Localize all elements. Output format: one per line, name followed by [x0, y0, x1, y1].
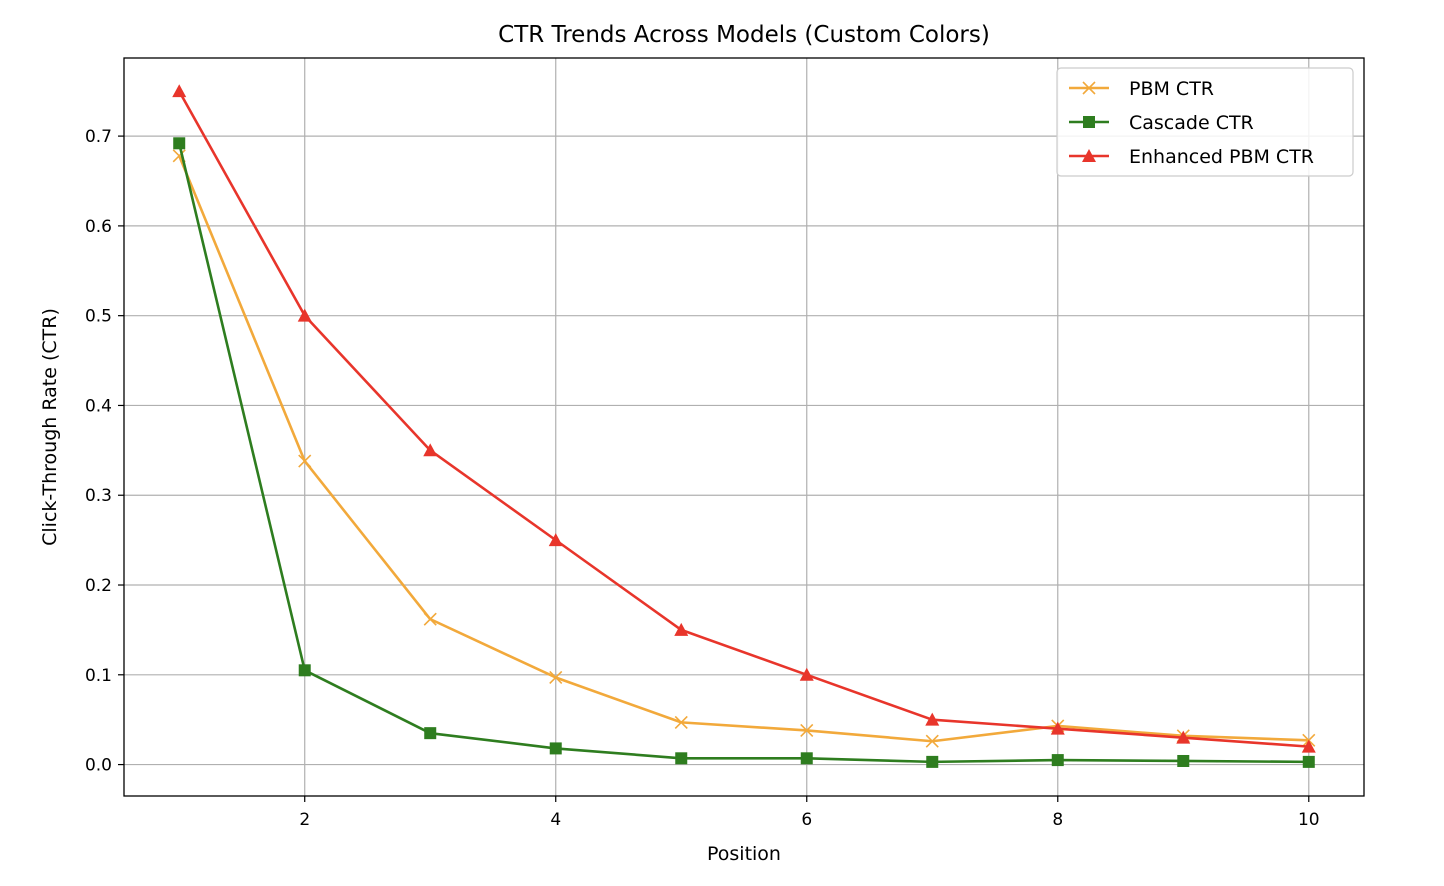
- y-tick-label: 0.5: [85, 307, 112, 327]
- y-tick-label: 0.3: [85, 486, 112, 506]
- data-point: [925, 712, 940, 726]
- legend-marker: [1082, 81, 1096, 95]
- data-point: [298, 664, 311, 677]
- series-line: [178, 90, 1309, 748]
- data-point: [1302, 755, 1315, 768]
- legend-label: Cascade CTR: [1129, 112, 1254, 134]
- plot-frame: [123, 57, 1365, 797]
- data-point: [675, 752, 688, 765]
- data-point: [423, 443, 438, 457]
- series-0: [172, 149, 1316, 748]
- data-point: [800, 752, 813, 765]
- data-point: [423, 612, 437, 626]
- legend-label: Enhanced PBM CTR: [1129, 146, 1314, 168]
- x-tick-label: 2: [299, 810, 310, 830]
- y-tick-label: 0.6: [85, 217, 112, 237]
- legend-marker: [1082, 149, 1096, 162]
- x-axis-title: Position: [707, 843, 781, 865]
- data-point: [1051, 754, 1064, 767]
- legend-label: PBM CTR: [1129, 78, 1214, 100]
- series-1: [173, 137, 1315, 768]
- data-point: [297, 308, 312, 322]
- y-tick-label: 0.0: [85, 756, 112, 776]
- data-point: [173, 137, 186, 150]
- y-tick-label: 0.4: [85, 396, 112, 416]
- y-tick-label: 0.7: [85, 127, 112, 147]
- legend-entry: PBM CTR: [1069, 78, 1214, 100]
- x-tick-label: 10: [1298, 810, 1320, 830]
- legend-box: [1056, 67, 1354, 177]
- legend-entry: Cascade CTR: [1069, 112, 1254, 134]
- data-point: [799, 667, 814, 681]
- data-point: [800, 723, 814, 738]
- data-point: [298, 454, 312, 468]
- data-point: [1176, 730, 1191, 744]
- data-point: [549, 670, 563, 685]
- legend-entry: Enhanced PBM CTR: [1069, 146, 1314, 168]
- chart-title: CTR Trends Across Models (Custom Colors): [498, 22, 990, 48]
- ticks: 2 4 6 8 10 0.0 0.1 0.2 0.3 0.4 0.5 0.6 0.7: [85, 127, 1320, 830]
- y-tick-label: 0.2: [85, 576, 112, 596]
- legend-marker: [1083, 116, 1095, 128]
- data-point: [925, 734, 939, 748]
- data-point: [926, 755, 939, 768]
- data-point: [674, 715, 688, 729]
- series-line: [178, 155, 1309, 743]
- y-axis-title: Click-Through Rate (CTR): [39, 308, 61, 546]
- x-tick-label: 4: [550, 810, 561, 830]
- legend: PBM CTR Cascade CTR Enhanced PBM CTR: [1056, 67, 1354, 177]
- data-point: [548, 533, 563, 547]
- series-layer: [172, 84, 1316, 768]
- data-point: [1050, 721, 1065, 735]
- data-point: [172, 84, 187, 98]
- data-point: [424, 727, 437, 740]
- y-tick-label: 0.1: [85, 666, 112, 686]
- data-point: [674, 622, 689, 636]
- data-point: [1301, 739, 1316, 753]
- data-point: [1177, 754, 1190, 767]
- x-tick-label: 8: [1052, 810, 1063, 830]
- data-point: [549, 742, 562, 755]
- series-2: [172, 84, 1316, 753]
- series-line: [177, 142, 1309, 764]
- x-tick-label: 6: [801, 810, 812, 830]
